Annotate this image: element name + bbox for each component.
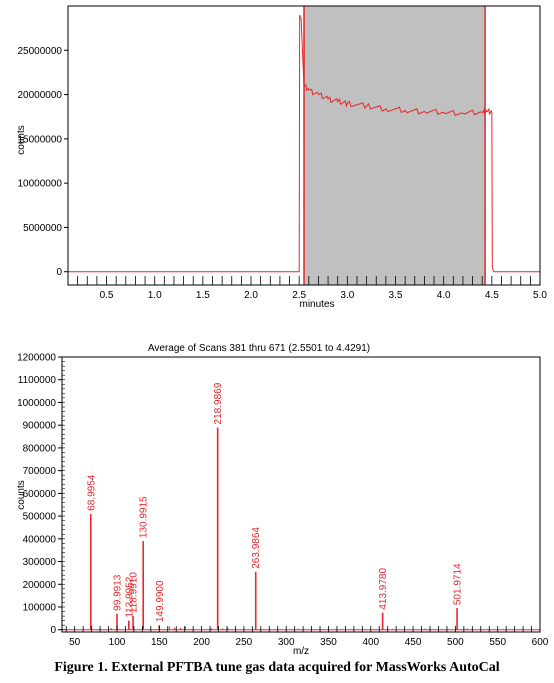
x-tick-label: 200 bbox=[193, 637, 210, 648]
peak-label: 149.9900 bbox=[155, 580, 166, 622]
x-tick-label: 0.5 bbox=[100, 290, 114, 301]
x-axis-label: m/z bbox=[293, 646, 309, 657]
y-tick-label: 500000 bbox=[23, 512, 57, 523]
chromatogram-chart: 0 5000000 10000000 15000000 20000000 25000000… bbox=[16, 5, 547, 310]
y-tick-label: 10000000 bbox=[18, 179, 63, 190]
x-tick-label: 3.5 bbox=[389, 290, 403, 301]
y-tick-label: 1100000 bbox=[18, 375, 57, 386]
peak-label: 113.9952 bbox=[124, 576, 135, 617]
figure-caption: Figure 1. External PFTBA tune gas data a… bbox=[54, 660, 500, 675]
peak-label: 68.9954 bbox=[86, 474, 97, 511]
x-tick-label: 250 bbox=[236, 637, 253, 648]
peak-label: 501.9714 bbox=[453, 563, 464, 605]
x-tick-label: 500 bbox=[447, 637, 464, 648]
y-axis-label: counts bbox=[16, 125, 27, 154]
peak-label: 263.9864 bbox=[251, 527, 262, 569]
x-tick-label: 5.0 bbox=[533, 290, 547, 301]
x-tick-label: 1.5 bbox=[196, 290, 210, 301]
x-axis-label: minutes bbox=[299, 299, 334, 310]
x-tick-label: 2.5 bbox=[292, 290, 306, 301]
y-tick-label: 1000000 bbox=[17, 398, 56, 409]
peak-label: 130.9915 bbox=[139, 496, 150, 538]
y-tick-label: 700000 bbox=[23, 466, 57, 477]
x-tick-label: 4.0 bbox=[437, 290, 451, 301]
y-tick-label: 600000 bbox=[23, 489, 57, 500]
x-tick-label: 450 bbox=[405, 637, 422, 648]
y-tick-label: 900000 bbox=[23, 421, 57, 432]
peak-label: 118.9910 bbox=[129, 572, 140, 613]
x-tick-label: 350 bbox=[320, 637, 337, 648]
x-tick-label: 1.0 bbox=[148, 290, 162, 301]
y-tick-label: 0 bbox=[50, 625, 56, 636]
spectrum-title: Average of Scans 381 thru 671 (2.5501 to… bbox=[148, 343, 370, 354]
peak-label: 218.9869 bbox=[213, 382, 224, 424]
x-tick-label: 550 bbox=[489, 637, 506, 648]
x-tick-label: 2.0 bbox=[244, 290, 258, 301]
peak-label: 413.9780 bbox=[378, 568, 389, 610]
x-tick-label: 50 bbox=[69, 637, 81, 648]
y-tick-label: 0 bbox=[56, 267, 62, 278]
y-tick-label: 15000000 bbox=[18, 134, 63, 145]
peak-label: 99.9913 bbox=[112, 574, 123, 611]
y-tick-label: 5000000 bbox=[23, 223, 62, 234]
y-tick-label: 800000 bbox=[23, 443, 57, 454]
y-tick-label: 100000 bbox=[23, 603, 57, 614]
x-tick-label: 100 bbox=[109, 637, 126, 648]
x-tick-label: 600 bbox=[532, 637, 549, 648]
plot-frame bbox=[67, 5, 541, 286]
tic-series-line bbox=[68, 14, 540, 273]
mass-spectrum-chart: Average of Scans 381 thru 671 (2.5501 to… bbox=[16, 343, 549, 657]
x-tick-label: 3.0 bbox=[340, 290, 354, 301]
y-tick-label: 400000 bbox=[23, 534, 57, 545]
x-tick-label: 4.5 bbox=[485, 290, 499, 301]
y-axis-label: counts bbox=[16, 480, 27, 509]
y-tick-label: 20000000 bbox=[18, 90, 63, 101]
x-tick-label: 400 bbox=[362, 637, 379, 648]
y-tick-label: 25000000 bbox=[18, 46, 63, 57]
y-tick-label: 1200000 bbox=[17, 353, 56, 364]
plot-frame bbox=[61, 356, 541, 633]
x-tick-label: 150 bbox=[151, 637, 168, 648]
shaded-region bbox=[304, 6, 486, 285]
y-tick-label: 300000 bbox=[23, 557, 57, 568]
y-tick-label: 200000 bbox=[23, 580, 57, 591]
x-tick-label: 300 bbox=[278, 637, 295, 648]
